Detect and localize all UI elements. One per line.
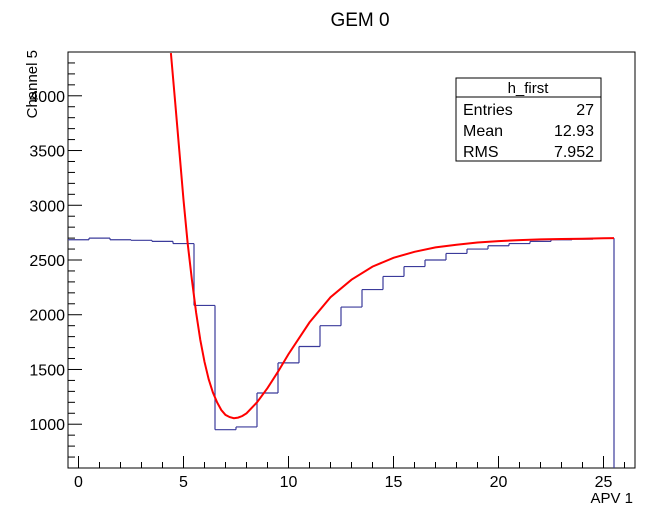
stats-box: h_first Entries 27 Mean 12.93 RMS 7.952: [455, 77, 602, 162]
x-tick-label: 25: [595, 474, 613, 491]
x-axis: 0 5 10 15 20 25: [74, 456, 625, 491]
x-tick-label: 20: [490, 474, 508, 491]
y-tick-label: 1500: [29, 362, 65, 379]
y-axis-label: Channel 5: [24, 50, 41, 118]
fit-curve: [169, 53, 615, 420]
y-tick-label: 4000: [29, 89, 65, 106]
y-tick-label: 1000: [29, 417, 65, 434]
y-tick-label: 2500: [29, 253, 65, 270]
y-tick-label: 2000: [29, 308, 65, 325]
y-tick-label: 3500: [29, 144, 65, 161]
stats-rms-value: 7.952: [554, 144, 594, 161]
x-axis-label: APV 1: [590, 490, 633, 507]
fit-layer: [169, 53, 615, 420]
stats-entries-label: Entries: [463, 102, 513, 119]
stats-mean-label: Mean: [463, 123, 503, 140]
stats-box-frame: [455, 77, 602, 162]
x-tick-label: 15: [385, 474, 403, 491]
x-tick-label: 5: [179, 474, 188, 491]
x-tick-label: 10: [280, 474, 298, 491]
y-axis: 1000 1500 2000 2500 3000 3500 4000: [29, 62, 82, 458]
chart-title: GEM 0: [330, 10, 389, 31]
stats-rms-label: RMS: [463, 144, 499, 161]
stats-mean-value: 12.93: [554, 123, 594, 140]
histogram-layer: [68, 237, 615, 468]
x-tick-label: 0: [74, 474, 83, 491]
stats-entries-value: 27: [576, 102, 594, 119]
stats-box-title: h_first: [508, 80, 550, 97]
y-tick-label: 3000: [29, 198, 65, 215]
